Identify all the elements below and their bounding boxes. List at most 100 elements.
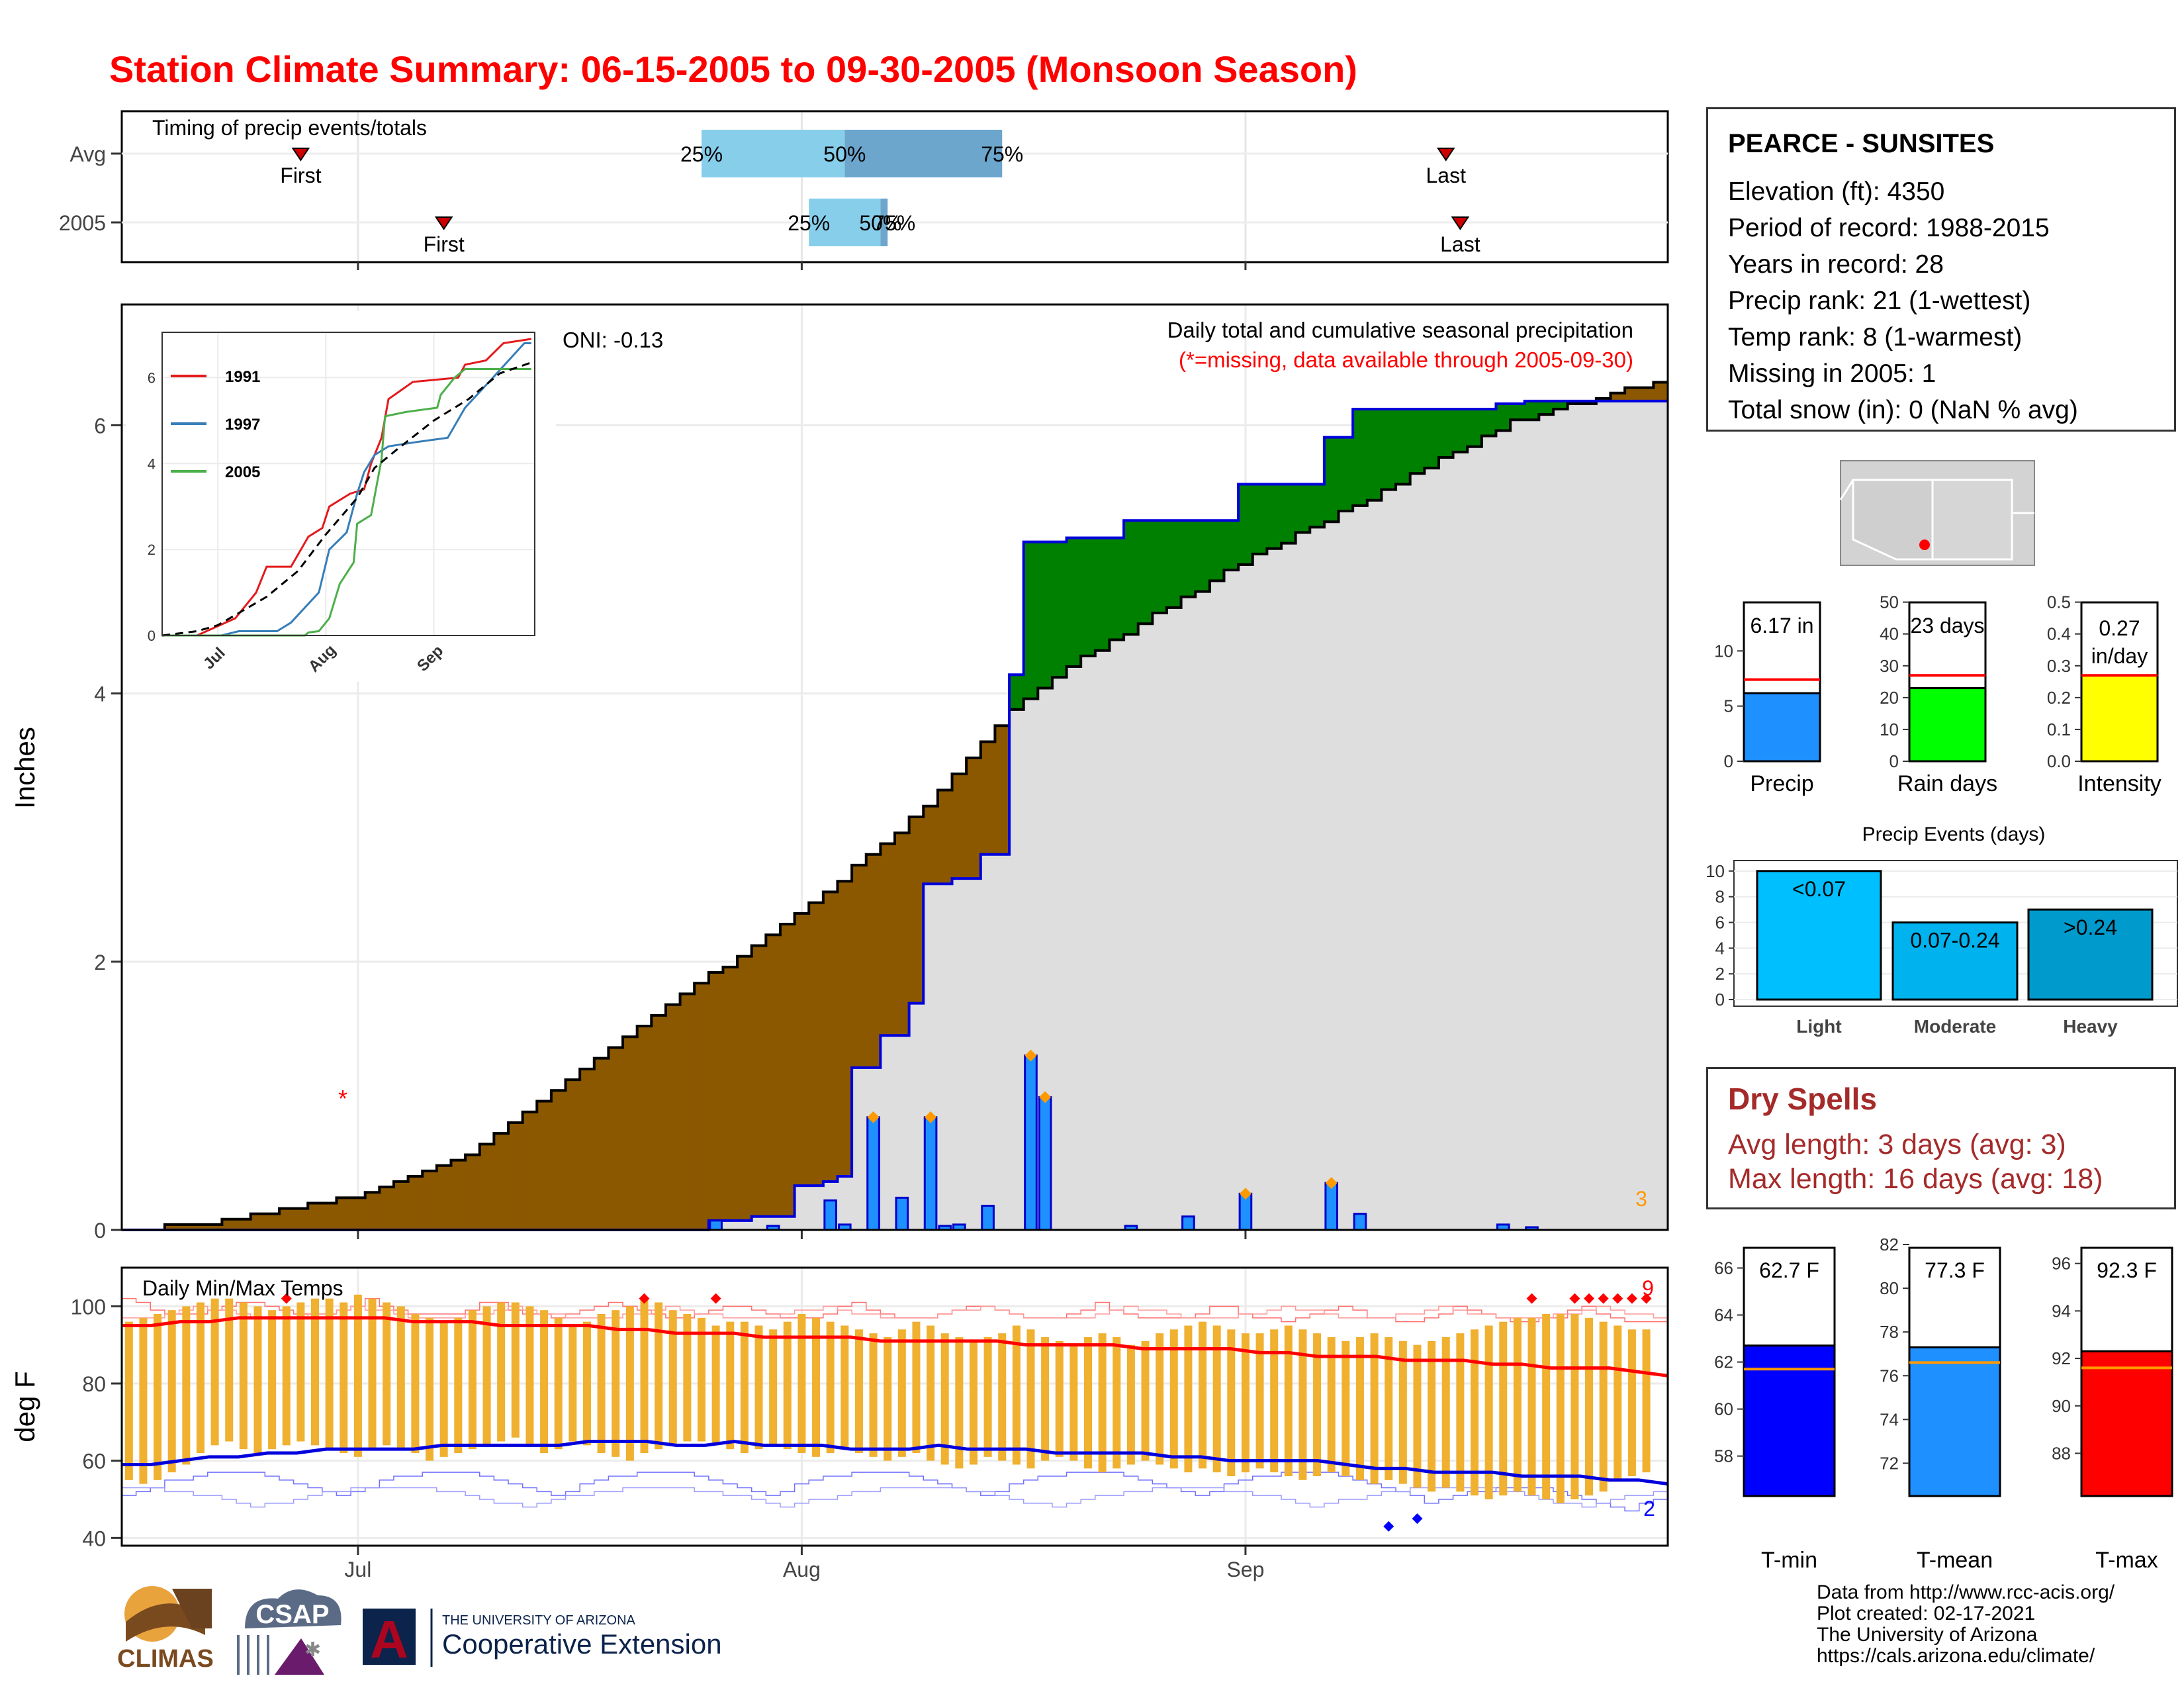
temp-summary-y-tick-label: 62 [1714,1352,1733,1372]
deficit-area [308,1203,323,1230]
daily-temp-bar [154,1314,162,1480]
precip-base-area [1653,400,1668,1230]
deficit-area [866,854,881,1068]
daily-temp-bar [841,1325,849,1450]
summary-y-tick-label: 30 [1880,656,1899,676]
precip-base-area [909,1003,924,1230]
record-low-count: 2 [1643,1497,1655,1521]
daily-temp-bar [754,1325,763,1450]
inset-series-line [162,342,531,637]
events-y-tick-label: 0 [1715,990,1725,1009]
station-elevation: Elevation (ft): 4350 [1728,177,1945,206]
precip-base-area [1367,500,1383,1230]
summary-y-tick-label: 10 [1714,641,1733,661]
daily-temp-bar [597,1314,606,1453]
daily-temp-bar [625,1306,634,1461]
surplus-area [1367,409,1383,500]
events-y-tick-label: 8 [1715,887,1725,907]
precip-base-area [1596,400,1612,1230]
precip-y-tick-label: 0 [94,1219,106,1243]
first-event-label: First [424,232,465,256]
deficit-area [665,1004,681,1230]
daily-temp-bar [940,1333,949,1465]
daily-temp-bar [884,1337,892,1461]
daily-temp-bar [525,1306,534,1446]
events-bar-label: 0.07-0.24 [1910,928,1999,952]
daily-temp-bar [668,1310,677,1446]
daily-temp-bar [969,1340,978,1465]
deficit-area [164,1224,180,1230]
precip-y-label: Inches [9,727,40,809]
record-high-marker [639,1293,650,1304]
dry-spells-max: Max length: 16 days (avg: 18) [1728,1163,2103,1195]
daily-temp-bar [1270,1329,1279,1473]
precip-base-area [1181,596,1196,1230]
csap-bars-icon [237,1635,269,1675]
daily-temp-bar [640,1298,649,1453]
surplus-area [1066,538,1081,667]
deficit-area [1653,382,1668,401]
heavy-event-marker [925,1111,937,1123]
heavy-event-marker [1039,1091,1052,1103]
surplus-area [1396,409,1411,485]
temp-summary-value-label: 77.3 F [1925,1258,1985,1282]
surplus-area [1524,400,1539,420]
daily-temp-bar [124,1321,133,1480]
events-y-tick-label: 10 [1706,861,1725,881]
daily-temp-bar [353,1294,362,1457]
csap-mountain-icon [275,1638,324,1675]
daily-temp-bar [998,1333,1007,1461]
timing-p25-label: 25% [788,211,830,235]
deficit-area [1639,387,1654,401]
deficit-area [265,1213,280,1230]
daily-temp-bar [1370,1333,1379,1484]
page-title: Station Climate Summary: 06-15-2005 to 0… [109,48,1357,90]
deficit-area [680,994,695,1230]
daily-temp-bar [869,1333,878,1457]
ua-small-text: THE UNIVERSITY OF ARIZONA [442,1613,636,1628]
daily-temp-bar [812,1317,821,1457]
climas-wordmark: CLIMAS [117,1645,214,1673]
temp-summary-y-tick-label: 80 [1880,1278,1899,1298]
precip-base-area [1496,430,1511,1230]
precip-base-area [1252,553,1267,1230]
deficit-area [608,1047,623,1230]
deficit-area [408,1176,423,1230]
temp-label: Daily Min/Max Temps [142,1276,343,1300]
surplus-area [1481,409,1497,436]
daily-temp-bar [1614,1325,1622,1480]
deficit-area [279,1208,295,1230]
precip-base-area [966,878,981,1230]
csap-snowflake-icon: ✱ [304,1639,321,1661]
temp-x-tick-label: Jul [344,1558,371,1581]
daily-temp-bar [769,1329,778,1446]
csap-cloud-icon [245,1589,341,1628]
precip-base-area [1295,532,1310,1230]
temp-summary-axis-label: T-mean [1917,1548,1993,1573]
station-info-box: PEARCE - SUNSITES Elevation (ft): 4350 P… [1706,107,2176,432]
daily-temp-bar [210,1298,219,1446]
deficit-area [322,1203,338,1230]
station-snow: Total snow (in): 0 (NaN % avg) [1728,396,2078,424]
surplus-area [1281,484,1297,543]
daily-temp-bar [1026,1329,1035,1469]
temp-summary-axis-label: T-max [2095,1548,2158,1573]
daily-temp-bar [854,1329,863,1453]
temp-summary-y-tick-label: 94 [2052,1301,2071,1321]
precip-annotation-title: Daily total and cumulative seasonal prec… [1167,318,1633,342]
first-event-marker [434,216,453,230]
daily-temp-bar [1069,1344,1078,1461]
record-high-marker [1569,1293,1580,1304]
precip-base-area [1625,400,1640,1230]
daily-temp-bar [1499,1321,1508,1496]
credit-created: Plot created: 02-17-2021 [1817,1603,2036,1624]
daily-temp-bar [497,1302,506,1442]
inset-legend-label: 2005 [225,463,260,481]
surplus-area [1109,538,1124,640]
daily-temp-bar [1413,1344,1422,1488]
surplus-area [1081,538,1096,656]
deficit-area [508,1122,523,1230]
deficit-area [966,757,981,879]
